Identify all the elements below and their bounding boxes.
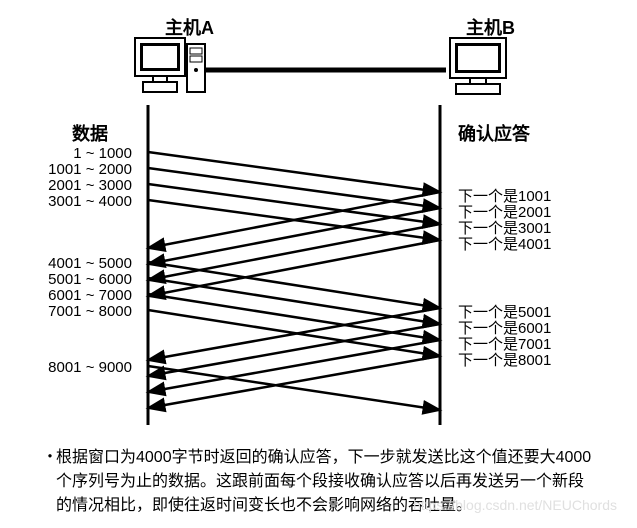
sequence-diagram: 主机A 主机B 数据 确认应答 1 ~ 1000 1001 ~ 2000 200… [10, 10, 627, 440]
watermark-text: https://blog.csdn.net/NEUChords [413, 497, 617, 513]
bullet-icon: ・ [42, 446, 58, 470]
diagram-lines [10, 10, 627, 440]
